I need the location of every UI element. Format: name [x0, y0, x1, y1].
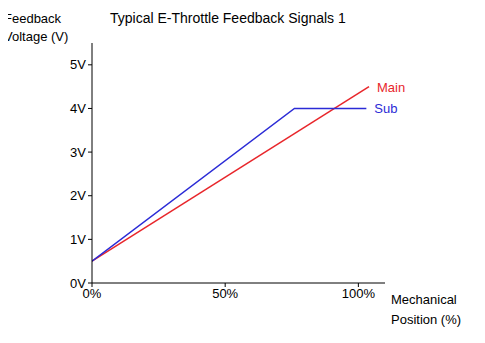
svg-text:Main: Main	[377, 80, 405, 95]
svg-text:Sub: Sub	[374, 101, 397, 116]
svg-text:4V: 4V	[70, 101, 86, 116]
svg-text:0%: 0%	[82, 286, 102, 302]
html-text:Typical E-Throttle Feedback Si: Typical E-Throttle Feedback Signals 1	[110, 10, 346, 26]
svg-text:100%: 100%	[342, 286, 376, 301]
svg-text:5V: 5V	[70, 57, 86, 72]
svg-text:50%: 50%	[212, 286, 238, 301]
svg-text:1V: 1V	[70, 232, 86, 247]
svg-text:0V: 0V	[70, 276, 86, 291]
html-text:Mechanical Position (%): Mechanical Position (%)	[391, 292, 462, 327]
svg-text:2V: 2V	[70, 188, 86, 203]
svg-text:3V: 3V	[70, 145, 86, 160]
html-text:Feedback Voltage (V): Feedback Voltage (V)	[4, 11, 69, 44]
